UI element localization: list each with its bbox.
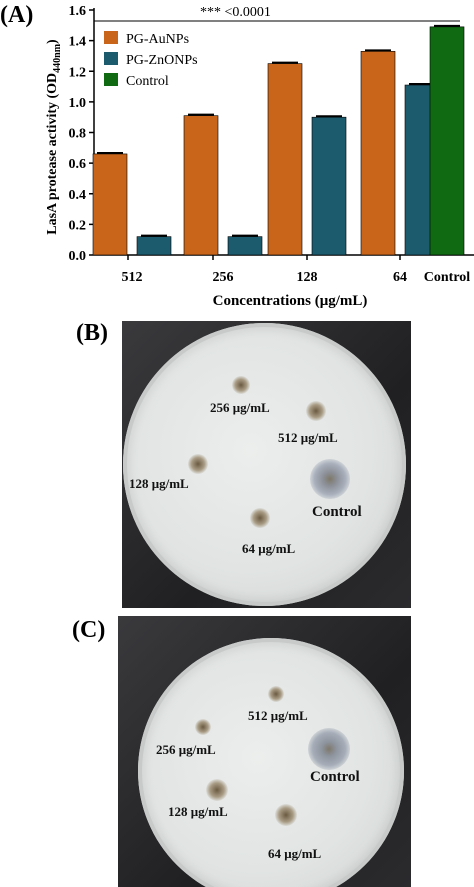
bar-pg-aunps-512	[92, 153, 128, 256]
x-tick-label: 512	[122, 270, 143, 285]
well-128-c	[206, 779, 228, 801]
bar-pg-aunps-64	[360, 51, 396, 256]
bar-pg-znonps-512	[136, 236, 172, 256]
bar-pg-znonps-128	[311, 116, 347, 256]
plate-photo-b: 256 μg/mL 512 μg/mL 128 μg/mL Control 64…	[122, 321, 411, 608]
legend-swatch	[104, 73, 118, 86]
plate-c-label-64: 64 μg/mL	[268, 846, 322, 861]
y-tick-label: 0.2	[69, 218, 87, 233]
significance-label: *** <0.0001	[200, 5, 271, 20]
petri-dish-b	[123, 323, 406, 606]
well-64-c	[275, 804, 297, 826]
well-128-b	[188, 454, 208, 474]
well-512-c	[268, 686, 284, 702]
bar-pg-znonps-256	[227, 236, 263, 256]
plate-b-label-64: 64 μg/mL	[242, 541, 296, 556]
well-control-c	[308, 728, 350, 770]
x-tick-label: Control	[424, 270, 471, 285]
y-tick-label: 1.6	[69, 4, 87, 19]
plate-b-label-128: 128 μg/mL	[129, 476, 189, 491]
well-512-b	[306, 401, 326, 421]
y-tick-label: 0.6	[69, 157, 87, 172]
x-tick-label: 64	[393, 270, 407, 285]
y-tick-label: 0.8	[69, 127, 87, 142]
plate-b-label-control: Control	[312, 504, 362, 520]
legend-label: Control	[126, 74, 169, 89]
panel-label-a: (A)	[0, 2, 34, 28]
legend-label: PG-AuNPs	[126, 32, 189, 47]
panel-label-b: (B)	[76, 320, 108, 346]
plate-c-label-512: 512 μg/mL	[248, 708, 308, 723]
legend-swatch	[104, 31, 118, 44]
well-256-b	[232, 376, 250, 394]
well-256-c	[195, 719, 211, 735]
y-tick-label: 1.0	[69, 96, 87, 111]
y-axis-title: LasA protease activity (OD440nm)	[45, 39, 63, 235]
well-control-b	[310, 459, 350, 499]
plate-c-label-control: Control	[310, 769, 360, 785]
y-tick-label: 0.4	[69, 188, 87, 203]
y-tick-label: 1.2	[69, 65, 87, 80]
plate-photo-c: 512 μg/mL 256 μg/mL Control 128 μg/mL 64…	[118, 616, 411, 887]
bar-chart: *** <0.0001 0.0 0.2 0.4 0.6 0.8 1.0 1.2 1.4 1.6 51…	[45, 4, 474, 309]
legend-label: PG-ZnONPs	[126, 53, 198, 68]
well-64-b	[250, 508, 270, 528]
bar-control-control	[429, 26, 465, 256]
panel-label-c: (C)	[72, 617, 106, 643]
plate-c-label-256: 256 μg/mL	[156, 742, 216, 757]
x-tick-label: 128	[297, 270, 318, 285]
x-tick-label: 256	[213, 270, 234, 285]
y-tick-label: 0.0	[69, 249, 87, 264]
y-tick-label: 1.4	[69, 35, 87, 50]
bar-pg-aunps-128	[267, 63, 303, 256]
plate-b-label-512: 512 μg/mL	[278, 430, 338, 445]
legend-swatch	[104, 52, 118, 65]
x-axis-title: Concentrations (μg/mL)	[213, 293, 368, 309]
petri-dish-c	[138, 638, 404, 887]
plate-b-label-256: 256 μg/mL	[210, 400, 270, 415]
plate-c-label-128: 128 μg/mL	[168, 804, 228, 819]
bar-pg-aunps-256	[183, 115, 219, 256]
